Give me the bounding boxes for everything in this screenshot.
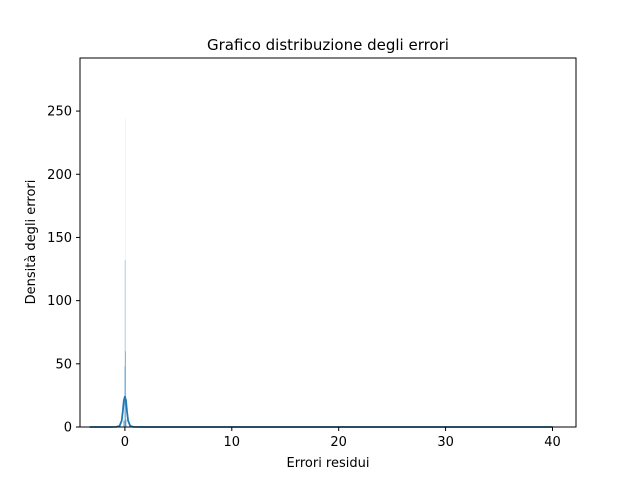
histogram-bar	[123, 420, 125, 427]
x-tick-label: 20	[330, 435, 347, 450]
y-tick-label: 50	[55, 357, 72, 372]
histogram-bar	[124, 260, 126, 427]
histogram-bar	[125, 419, 127, 427]
x-tick-label: 40	[544, 435, 561, 450]
y-tick-label: 0	[64, 421, 72, 436]
x-axis-ticks: 0 10 20 30 40	[121, 427, 561, 450]
plot-frame	[79, 57, 577, 428]
histogram-bar	[125, 118, 126, 427]
y-tick-label: 250	[47, 105, 72, 120]
y-axis-label: Densità degli errori	[24, 180, 39, 305]
x-tick-label: 10	[224, 435, 241, 450]
x-tick-label: 30	[437, 435, 454, 450]
x-tick-label: 0	[121, 435, 129, 450]
histogram-bar	[125, 351, 126, 427]
y-tick-label: 150	[47, 231, 72, 246]
y-tick-label: 100	[47, 294, 72, 309]
chart-title: Grafico distribuzione degli errori	[207, 36, 449, 54]
y-axis-ticks: 0 50 100 150 200 250	[47, 105, 80, 436]
y-tick-label: 200	[47, 168, 72, 183]
x-axis-label: Errori residui	[287, 456, 370, 471]
